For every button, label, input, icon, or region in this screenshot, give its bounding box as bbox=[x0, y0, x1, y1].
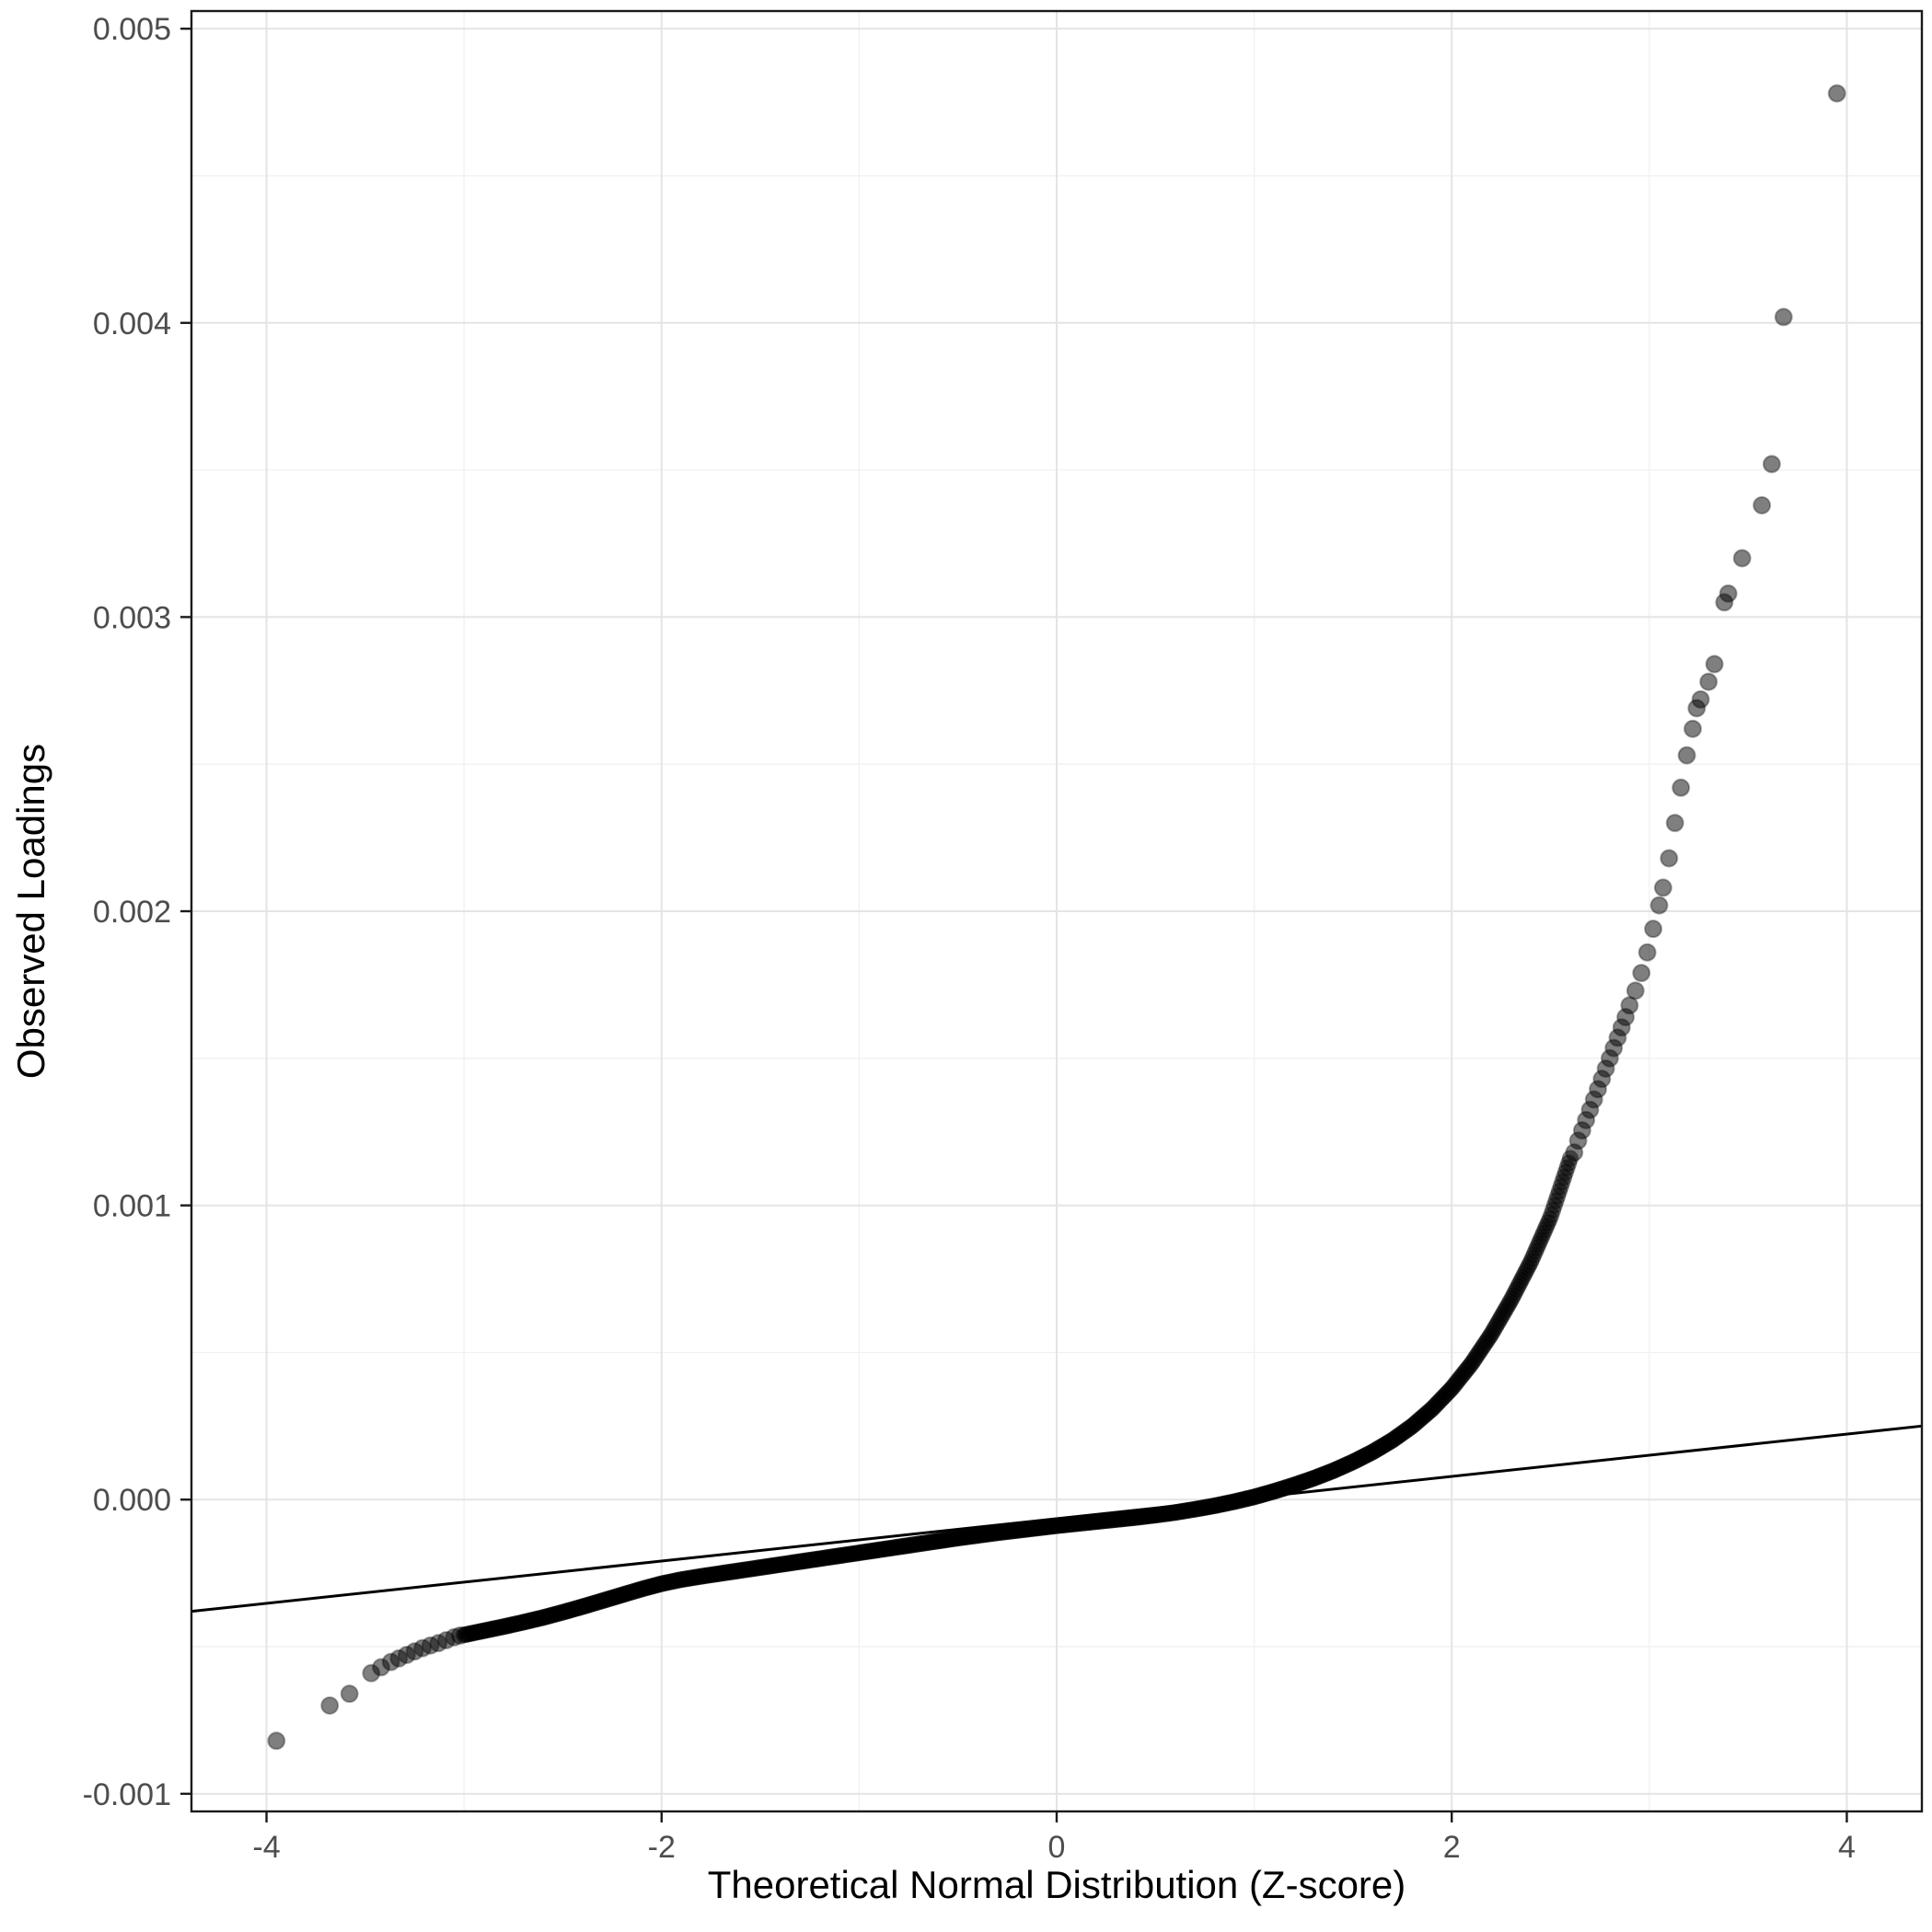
qq-points bbox=[456, 1150, 1579, 1644]
y-tick-label: 0.001 bbox=[93, 1189, 171, 1224]
x-tick-label: -4 bbox=[252, 1830, 280, 1865]
y-axis-title: Observed Loadings bbox=[9, 744, 52, 1079]
y-tick-label: 0.000 bbox=[93, 1483, 171, 1518]
x-tick-label: 2 bbox=[1443, 1830, 1461, 1865]
x-tick-label: 0 bbox=[1048, 1830, 1066, 1865]
x-tick-label: -2 bbox=[648, 1830, 676, 1865]
y-tick-label: 0.002 bbox=[93, 895, 171, 930]
x-tick-label: 4 bbox=[1838, 1830, 1856, 1865]
y-tick-label: 0.003 bbox=[93, 600, 171, 635]
x-axis-title: Theoretical Normal Distribution (Z-score… bbox=[708, 1863, 1406, 1906]
plot-layers: -4 -2 0 2 4 -0.001 0.000 0.001 0.002 0.003 0.004 0.… bbox=[83, 9, 1924, 1865]
y-tick-label: -0.001 bbox=[83, 1777, 171, 1812]
y-tick-label: 0.005 bbox=[93, 12, 171, 47]
axis-ticks-and-labels: -4 -2 0 2 4 -0.001 0.000 0.001 0.002 0.003 0.004 0.… bbox=[83, 12, 1856, 1865]
y-tick-label: 0.004 bbox=[93, 307, 171, 341]
qq-tail-points bbox=[267, 84, 1846, 1751]
grid-major-lines bbox=[191, 11, 1922, 1811]
